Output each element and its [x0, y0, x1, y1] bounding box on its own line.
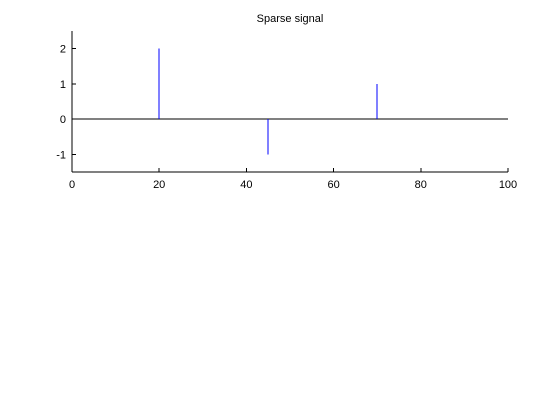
- x-tick-label: 100: [499, 179, 517, 191]
- x-tick-label: 40: [240, 179, 252, 191]
- y-tick-label: 0: [60, 114, 66, 126]
- y-tick-label: 1: [60, 79, 66, 91]
- chart-title: Sparse signal: [257, 13, 324, 25]
- x-tick-label: 80: [415, 179, 427, 191]
- y-tick-label: 2: [60, 44, 66, 56]
- axes: 0 20 40 60 80 100 -1 0 1 2: [56, 31, 517, 191]
- y-tick-label: -1: [56, 149, 66, 161]
- x-tick-label: 0: [69, 179, 75, 191]
- x-tick-label: 20: [153, 179, 165, 191]
- x-tick-label: 60: [327, 179, 339, 191]
- stem-series: [159, 49, 377, 155]
